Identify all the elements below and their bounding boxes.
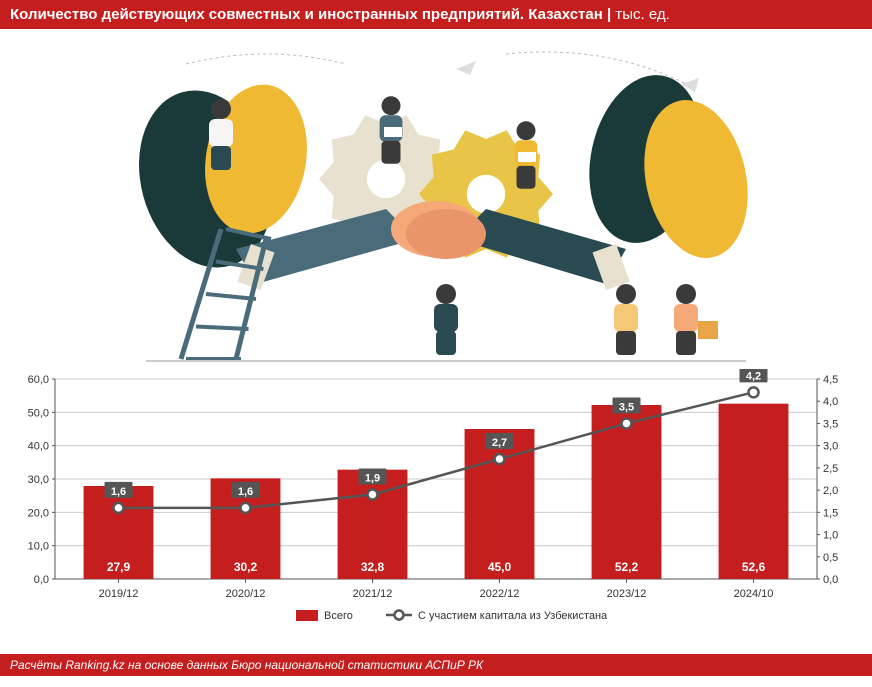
footer-text: Расчёты Ranking.kz на основе данных Бюро… [10, 658, 483, 672]
svg-text:4,2: 4,2 [746, 370, 761, 382]
svg-text:2020/12: 2020/12 [226, 588, 266, 600]
header-unit: тыс. ед. [615, 6, 669, 23]
svg-text:1,9: 1,9 [365, 473, 380, 485]
svg-text:27,9: 27,9 [107, 560, 131, 574]
svg-text:2024/10: 2024/10 [734, 588, 774, 600]
svg-text:1,0: 1,0 [823, 530, 838, 542]
chart-area: 0,0 10,0 20,0 30,0 40,0 50,0 60,0 0,0 0,5 1,0 1,5 2… [0, 369, 872, 654]
svg-text:2023/12: 2023/12 [607, 588, 647, 600]
svg-text:4,0: 4,0 [823, 396, 838, 408]
header-sep: | [603, 6, 616, 23]
svg-text:С участием капитала из Узбекис: С участием капитала из Узбекистана [418, 610, 608, 622]
svg-text:50,0: 50,0 [28, 407, 49, 419]
svg-text:45,0: 45,0 [488, 560, 512, 574]
svg-text:Всего: Всего [324, 610, 353, 622]
svg-text:0,5: 0,5 [823, 552, 838, 564]
header-title: Количество действующих совместных и инос… [10, 6, 603, 23]
svg-text:2021/12: 2021/12 [353, 588, 393, 600]
illustration [0, 29, 872, 369]
svg-text:40,0: 40,0 [28, 441, 49, 453]
svg-text:0,0: 0,0 [823, 574, 838, 586]
svg-text:4,5: 4,5 [823, 374, 838, 386]
svg-text:60,0: 60,0 [28, 374, 49, 386]
svg-text:10,0: 10,0 [28, 541, 49, 553]
svg-text:32,8: 32,8 [361, 560, 385, 574]
header-bar: Количество действующих совместных и инос… [0, 0, 872, 29]
svg-text:2,0: 2,0 [823, 485, 838, 497]
svg-text:2,5: 2,5 [823, 463, 838, 475]
svg-text:52,2: 52,2 [615, 560, 639, 574]
svg-text:3,5: 3,5 [619, 401, 634, 413]
footer-bar: Расчёты Ranking.kz на основе данных Бюро… [0, 654, 872, 676]
svg-text:2019/12: 2019/12 [99, 588, 139, 600]
chart-svg: 0,0 10,0 20,0 30,0 40,0 50,0 60,0 0,0 0,5 1,0 1,5 2… [10, 369, 862, 649]
illustration-svg [86, 29, 786, 369]
svg-text:1,5: 1,5 [823, 507, 838, 519]
svg-text:30,0: 30,0 [28, 474, 49, 486]
svg-text:52,6: 52,6 [742, 560, 766, 574]
svg-text:30,2: 30,2 [234, 560, 258, 574]
svg-text:2022/12: 2022/12 [480, 588, 520, 600]
svg-text:3,5: 3,5 [823, 418, 838, 430]
svg-text:1,6: 1,6 [238, 486, 253, 498]
svg-text:0,0: 0,0 [34, 574, 49, 586]
svg-text:20,0: 20,0 [28, 507, 49, 519]
svg-text:3,0: 3,0 [823, 441, 838, 453]
svg-text:2,7: 2,7 [492, 437, 507, 449]
svg-text:1,6: 1,6 [111, 486, 126, 498]
